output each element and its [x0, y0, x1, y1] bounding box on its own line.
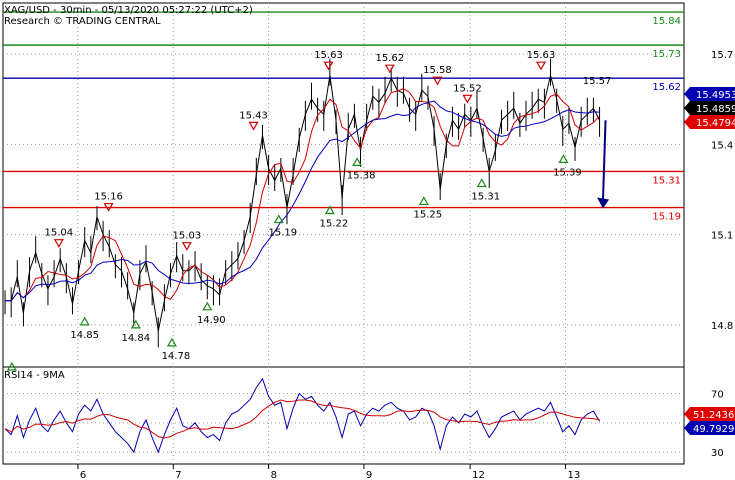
high-marker: [462, 94, 473, 104]
price-tag-label: 15.4953: [696, 90, 735, 101]
high-marker: [248, 121, 259, 131]
rsi-panel-frame: [2, 366, 685, 465]
price-tag-label: 15.4859: [696, 104, 735, 115]
price-tag-bg: [684, 101, 735, 115]
low-marker: [79, 316, 90, 326]
low-marker: [166, 337, 177, 347]
low-marker: [202, 301, 213, 311]
chart-title: XAG/USD - 30min - 05/13/2020 05:27:22 (U…: [4, 5, 253, 16]
low-marker: [418, 196, 429, 206]
high-label: 15.58: [423, 65, 452, 76]
low-label: 14.78: [162, 351, 191, 362]
rsi-label: RSI14 - 9MA: [4, 370, 65, 381]
level-label-15.73: 15.73: [652, 49, 681, 60]
pivot-annotations: 15.16 15.04 15.03 15.43 15.63 15.62 15.5815.52…: [6, 50, 612, 371]
price-tag-label: 15.4794: [696, 118, 735, 129]
x-tick-label: 12: [472, 470, 485, 480]
x-tick-label: 9: [366, 470, 372, 480]
y-tick-label: 15.4: [711, 140, 733, 151]
high-marker: [535, 61, 547, 71]
price-tag-bg: [684, 87, 735, 101]
price-line: [5, 75, 601, 331]
ma-fast-line: [5, 88, 600, 302]
high-marker: [384, 64, 395, 74]
svg-text:51.2436: 51.2436: [693, 410, 734, 421]
projection-arrow-shaft: [602, 120, 607, 200]
low-label: 14.84: [121, 333, 150, 344]
low-label: 15.19: [268, 228, 297, 239]
high-label: 15.03: [173, 231, 202, 242]
low-label: 15.39: [553, 167, 582, 178]
high-label: 15.62: [375, 53, 404, 64]
y-tick-label: 15.1: [711, 231, 733, 242]
low-label: 15.25: [414, 210, 443, 221]
high-marker: [181, 242, 192, 251]
high-label: 15.63: [314, 50, 343, 61]
low-marker: [130, 319, 141, 329]
price-series: [4, 58, 609, 348]
x-tick-label: 6: [80, 470, 86, 480]
high-label: 15.16: [94, 192, 123, 203]
ma-slow-line: [5, 100, 600, 302]
low-label: 15.22: [320, 219, 349, 230]
high-label: 15.43: [239, 110, 268, 121]
level-label-15.19: 15.19: [652, 212, 681, 223]
low-marker: [273, 214, 284, 224]
rsi-ma-value-tag: 49.7929: [684, 421, 735, 435]
projection-arrow-head: [597, 197, 609, 209]
high-marker: [323, 61, 334, 71]
level-label-15.62: 15.62: [652, 82, 681, 93]
low-marker: [352, 157, 363, 167]
rsi-ma-line: [4, 399, 600, 439]
chart-subtitle: Research © TRADING CENTRAL: [4, 16, 161, 27]
low-marker: [324, 205, 335, 215]
y-tick-label: 14.8: [711, 321, 733, 332]
level-label-15.31: 15.31: [652, 175, 681, 186]
high-label: 15.04: [45, 228, 74, 239]
low-label: 15.38: [347, 170, 376, 181]
high-marker: [53, 239, 64, 248]
low-label: 14.90: [197, 315, 226, 326]
price-tags: 15.4953 15.4859 15.4794: [684, 87, 735, 129]
low-marker: [6, 361, 17, 371]
rsi-value-tag: 51.2436: [684, 407, 735, 421]
level-label-15.84: 15.84: [652, 16, 681, 27]
y-tick-label: 15.7: [711, 50, 733, 61]
low-label: 15.31: [471, 191, 500, 202]
rsi-tick-label: 70: [711, 389, 724, 400]
low-label: 14.85: [70, 330, 99, 341]
high-marker: [432, 76, 443, 86]
annotation-label: 15.57: [583, 76, 612, 87]
rsi-tick-label: 30: [711, 448, 724, 459]
gridlines: [3, 3, 684, 464]
high-label: 15.63: [527, 50, 556, 61]
rsi-line: [4, 377, 601, 454]
x-tick-label: 7: [175, 470, 181, 480]
support-resistance-levels: 15.84 15.73 15.62 15.31 15.19: [3, 11, 684, 223]
low-marker: [558, 154, 569, 163]
x-tick-label: 13: [568, 470, 581, 480]
price-tag-bg: [684, 115, 735, 129]
high-label: 15.52: [453, 83, 482, 94]
high-marker: [103, 202, 114, 212]
rsi-panel: [3, 377, 684, 454]
svg-text:49.7929: 49.7929: [693, 424, 734, 435]
x-tick-label: 8: [271, 470, 277, 480]
low-marker: [476, 178, 487, 188]
